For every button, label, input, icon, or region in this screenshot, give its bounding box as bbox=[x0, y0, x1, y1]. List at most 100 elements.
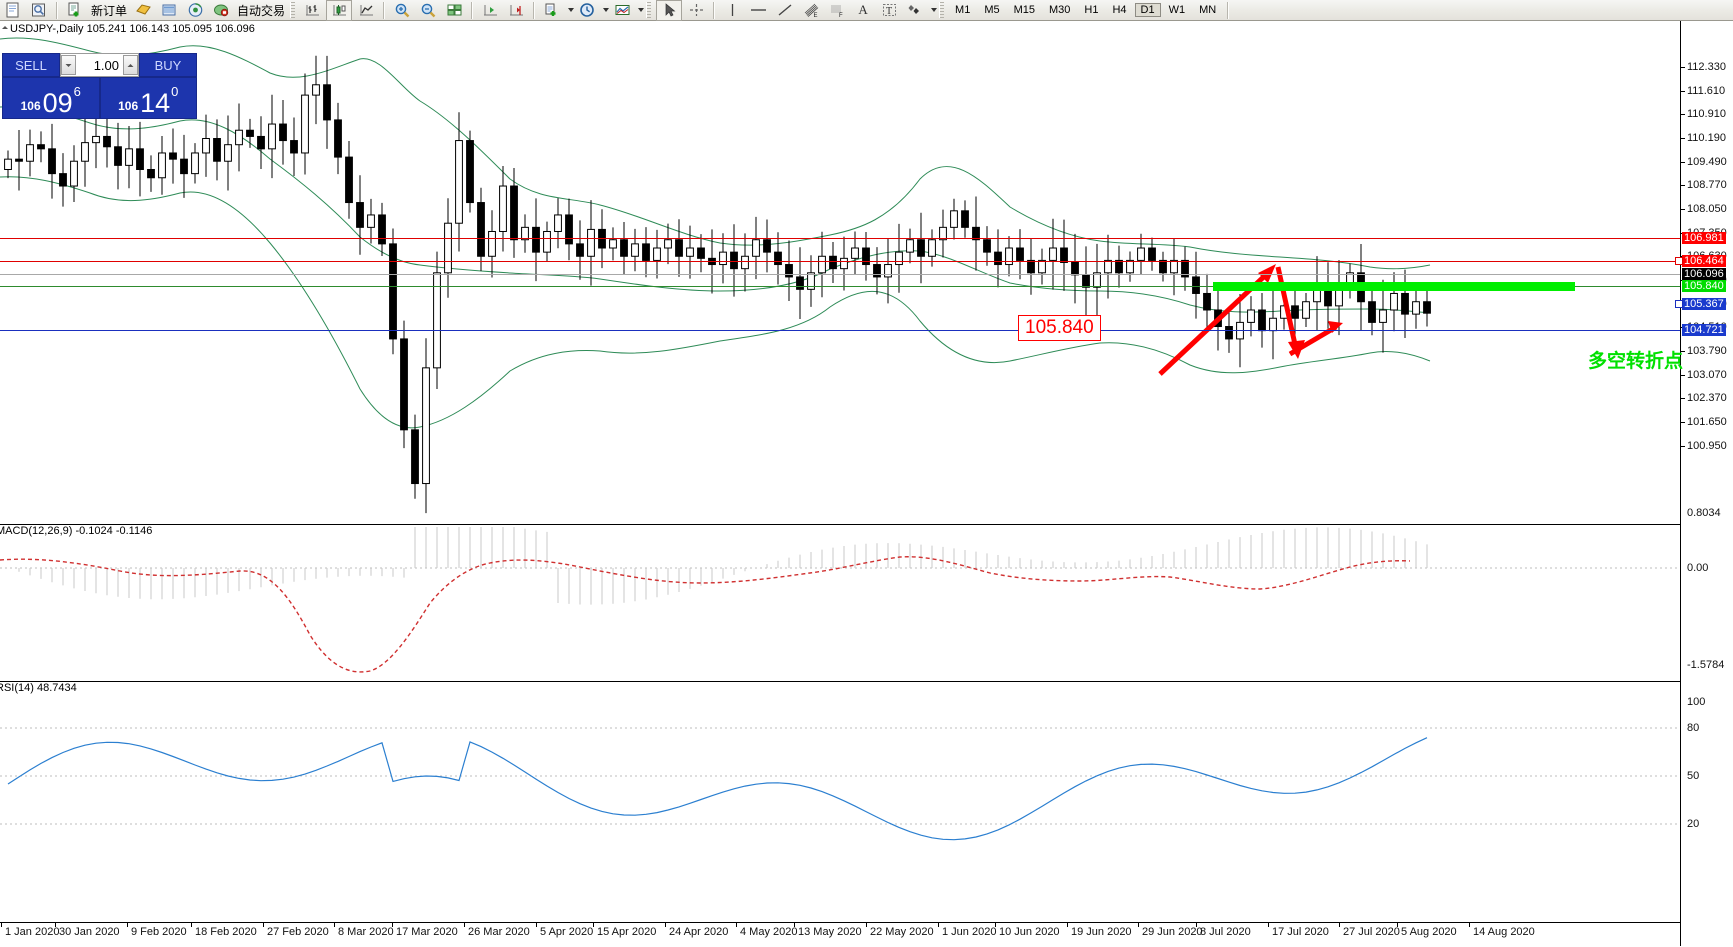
chart-shift-icon[interactable] bbox=[478, 1, 502, 20]
channel-icon[interactable]: F bbox=[825, 1, 849, 20]
price-tick-label: 103.070 bbox=[1687, 369, 1727, 381]
date-tick bbox=[127, 923, 128, 927]
new-order-label[interactable]: 新订单 bbox=[91, 3, 128, 18]
vertical-line-icon[interactable] bbox=[720, 1, 744, 20]
label-icon[interactable]: T bbox=[877, 1, 901, 20]
price-pane[interactable] bbox=[0, 29, 1680, 529]
price-level-badge[interactable]: 106.981 bbox=[1682, 232, 1726, 244]
price-tick bbox=[1681, 138, 1685, 139]
one-click-trade-panel[interactable]: SELL 1.00 BUY 106 09 6 106 14 0 bbox=[2, 53, 197, 119]
level-handle[interactable] bbox=[1675, 257, 1683, 265]
indicator-tick-label: 80 bbox=[1687, 722, 1700, 734]
price-level-badge[interactable]: 105.367 bbox=[1682, 298, 1726, 310]
date-tick-label: 4 May 2020 bbox=[740, 926, 798, 938]
date-tick bbox=[866, 923, 867, 927]
profiles-icon[interactable] bbox=[27, 1, 51, 20]
data-window-icon[interactable] bbox=[157, 1, 181, 20]
new-chart-icon[interactable] bbox=[1, 1, 25, 20]
trendline-icon[interactable] bbox=[773, 1, 797, 20]
timeframe-m1[interactable]: M1 bbox=[955, 4, 971, 16]
date-tick-label: 29 Jun 2020 bbox=[1142, 926, 1203, 938]
cursor-icon[interactable] bbox=[656, 0, 683, 21]
price-tick-label: 110.910 bbox=[1687, 108, 1726, 120]
period-icon[interactable] bbox=[575, 1, 599, 20]
chevron-down-icon-4[interactable] bbox=[931, 8, 938, 12]
chevron-down-icon-3[interactable] bbox=[638, 8, 645, 12]
date-tick-label: 30 Jan 2020 bbox=[59, 926, 120, 938]
crosshair-icon[interactable] bbox=[684, 1, 708, 20]
auto-scroll-icon[interactable] bbox=[504, 1, 528, 20]
date-tick bbox=[938, 923, 939, 927]
navigator-icon[interactable] bbox=[183, 1, 207, 20]
bid-price-display[interactable]: 106 09 6 bbox=[2, 77, 100, 119]
volume-increment-button[interactable] bbox=[123, 55, 138, 75]
timeframe-m30[interactable]: M30 bbox=[1049, 4, 1071, 16]
rsi-label: RSI(14) 48.7434 bbox=[0, 682, 77, 694]
shapes-icon[interactable] bbox=[903, 1, 927, 20]
price-level-badge[interactable]: 105.840 bbox=[1682, 280, 1726, 292]
date-tick bbox=[191, 923, 192, 927]
svg-text:T: T bbox=[886, 6, 892, 17]
zoom-in-icon[interactable] bbox=[390, 1, 414, 20]
level-line-106981 bbox=[0, 238, 1680, 239]
bar-chart-icon[interactable] bbox=[300, 1, 324, 20]
line-chart-icon[interactable] bbox=[354, 1, 378, 20]
date-tick-label: 15 Apr 2020 bbox=[597, 926, 657, 938]
price-tick bbox=[1681, 398, 1685, 399]
price-level-badge[interactable]: 106.096 bbox=[1682, 268, 1726, 280]
tile-windows-icon[interactable] bbox=[442, 1, 466, 20]
level-line-106096 bbox=[0, 274, 1680, 275]
timeframe-h1[interactable]: H1 bbox=[1084, 4, 1099, 16]
chart-minimize-icon[interactable] bbox=[1, 24, 9, 32]
sell-button[interactable]: SELL bbox=[2, 53, 60, 77]
date-tick-label: 1 Jan 2020 bbox=[5, 926, 60, 938]
macd-pane[interactable] bbox=[0, 527, 1680, 679]
timeframe-d1[interactable]: D1 bbox=[1134, 3, 1161, 17]
zoom-out-icon[interactable] bbox=[416, 1, 440, 20]
chevron-up-small-icon bbox=[127, 63, 134, 67]
date-tick bbox=[1196, 923, 1197, 927]
fibonacci-icon[interactable]: E bbox=[799, 1, 823, 20]
timeframe-w1[interactable]: W1 bbox=[1168, 4, 1186, 16]
buy-button[interactable]: BUY bbox=[139, 53, 197, 77]
chevron-down-icon[interactable] bbox=[568, 8, 575, 12]
price-level-badge[interactable]: 106.464 bbox=[1682, 255, 1726, 267]
price-tick-label: 111.610 bbox=[1687, 85, 1726, 97]
new-order-icon[interactable] bbox=[63, 1, 87, 20]
indicator-tick-label: 0.8034 bbox=[1687, 507, 1721, 519]
macd-pane-divider-top bbox=[0, 524, 1680, 525]
chevron-down-icon-2[interactable] bbox=[603, 8, 610, 12]
date-tick bbox=[392, 923, 393, 927]
date-tick bbox=[1268, 923, 1269, 927]
price-level-badge[interactable]: 104.721 bbox=[1682, 324, 1726, 336]
ask-price-prefix: 106 bbox=[118, 99, 139, 113]
expert-advisors-icon[interactable] bbox=[131, 1, 155, 20]
indicators-icon[interactable] bbox=[540, 1, 564, 20]
timeframe-mn[interactable]: MN bbox=[1199, 4, 1217, 16]
chinese-annotation[interactable]: 多空转折点 bbox=[1588, 351, 1684, 372]
text-icon[interactable]: A bbox=[858, 2, 868, 17]
chart-area[interactable]: USDJPY-,Daily 105.241 106.143 105.095 10… bbox=[0, 21, 1733, 946]
price-tick bbox=[1681, 351, 1685, 352]
horizontal-line-icon[interactable] bbox=[746, 1, 771, 20]
timeframe-m15[interactable]: M15 bbox=[1013, 4, 1035, 16]
volume-value[interactable]: 1.00 bbox=[93, 57, 119, 73]
price-annotation-box[interactable]: 105.840 bbox=[1018, 315, 1101, 341]
candlestick-chart-icon[interactable] bbox=[326, 0, 353, 21]
price-scale[interactable]: 112.330 111.610 110.910 110.190 109.490 108.7… bbox=[1675, 21, 1733, 946]
indicator-tick-label: 50 bbox=[1687, 770, 1700, 782]
autotrading-label[interactable]: 自动交易 bbox=[237, 3, 286, 18]
templates-icon[interactable] bbox=[610, 1, 634, 20]
timeframe-h4[interactable]: H4 bbox=[1112, 4, 1127, 16]
rsi-pane[interactable] bbox=[0, 684, 1680, 922]
level-handle[interactable] bbox=[1675, 300, 1683, 308]
ask-price-fraction: 0 bbox=[171, 84, 179, 99]
volume-decrement-button[interactable] bbox=[61, 55, 76, 75]
price-tick bbox=[1681, 114, 1685, 115]
svg-text:E: E bbox=[813, 13, 817, 18]
price-tick-label: 112.330 bbox=[1687, 61, 1726, 73]
ask-price-display[interactable]: 106 14 0 bbox=[99, 77, 197, 119]
autotrading-icon[interactable] bbox=[209, 1, 233, 20]
volume-stepper[interactable]: 1.00 bbox=[60, 53, 139, 77]
timeframe-m5[interactable]: M5 bbox=[984, 4, 1000, 16]
